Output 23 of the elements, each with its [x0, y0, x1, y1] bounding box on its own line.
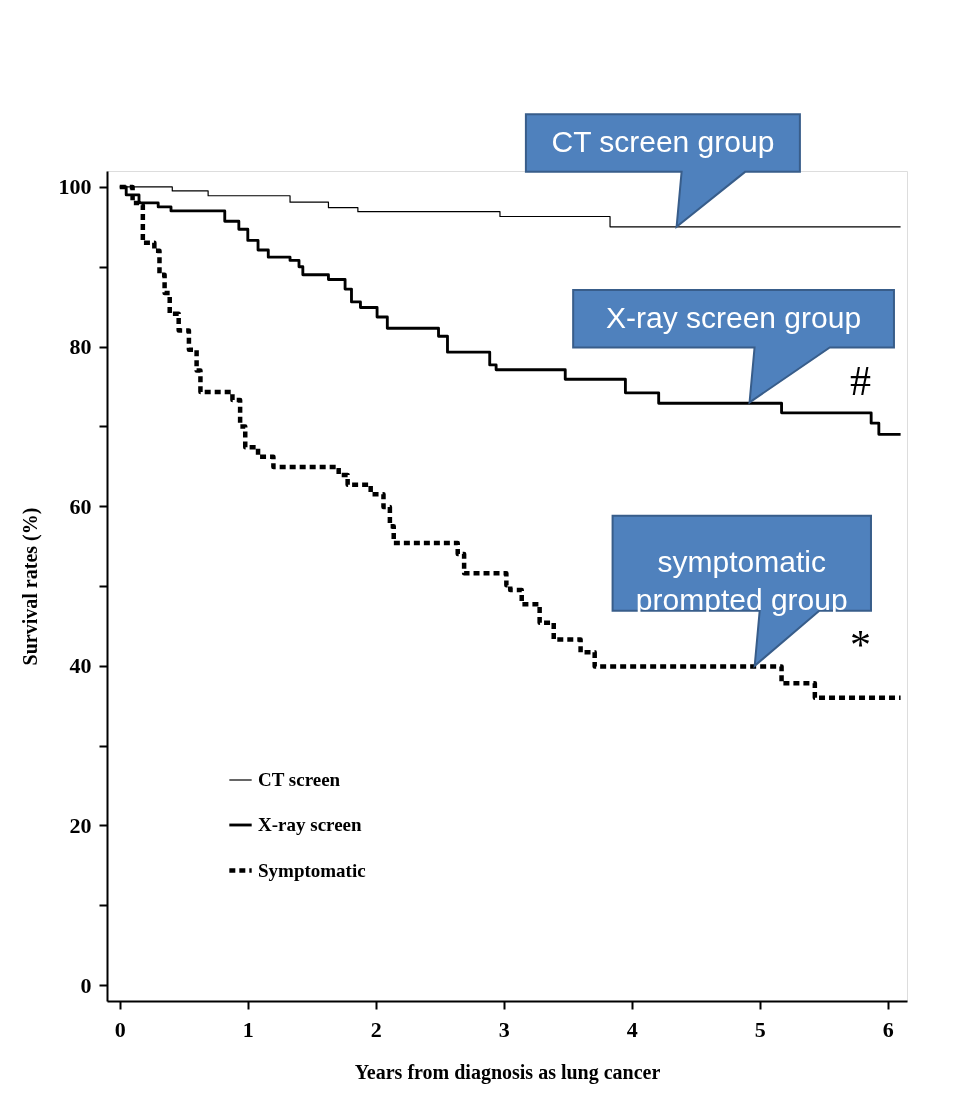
x-tick-label: 6 [882, 1016, 894, 1042]
annotation: * [850, 621, 872, 668]
y-tick-label: 20 [69, 812, 92, 838]
x-tick-label: 3 [498, 1016, 510, 1042]
x-tick-label: 2 [370, 1016, 382, 1042]
y-tick-label: 0 [80, 972, 92, 998]
y-tick-label: 80 [69, 334, 92, 360]
x-tick-label: 0 [114, 1016, 126, 1042]
x-tick-label: 1 [242, 1016, 254, 1042]
legend-label: Symptomatic [258, 859, 366, 881]
y-tick-label: 60 [69, 493, 92, 519]
annotation: symptomatic prompted group [635, 545, 848, 616]
x-axis-title: Years from diagnosis as lung cancer [354, 1060, 661, 1084]
x-tick-label: 5 [754, 1016, 766, 1042]
y-axis-title: Survival rates (%) [18, 507, 42, 666]
x-tick-label: 4 [626, 1016, 638, 1042]
annotation: # [850, 358, 872, 405]
annotation: CT screen group [551, 125, 775, 159]
annotation: X-ray screen group [605, 300, 862, 334]
y-tick-label: 100 [58, 174, 92, 200]
legend-label: CT screen [258, 769, 341, 790]
y-tick-label: 40 [69, 653, 92, 679]
legend-label: X-ray screen [258, 814, 363, 835]
